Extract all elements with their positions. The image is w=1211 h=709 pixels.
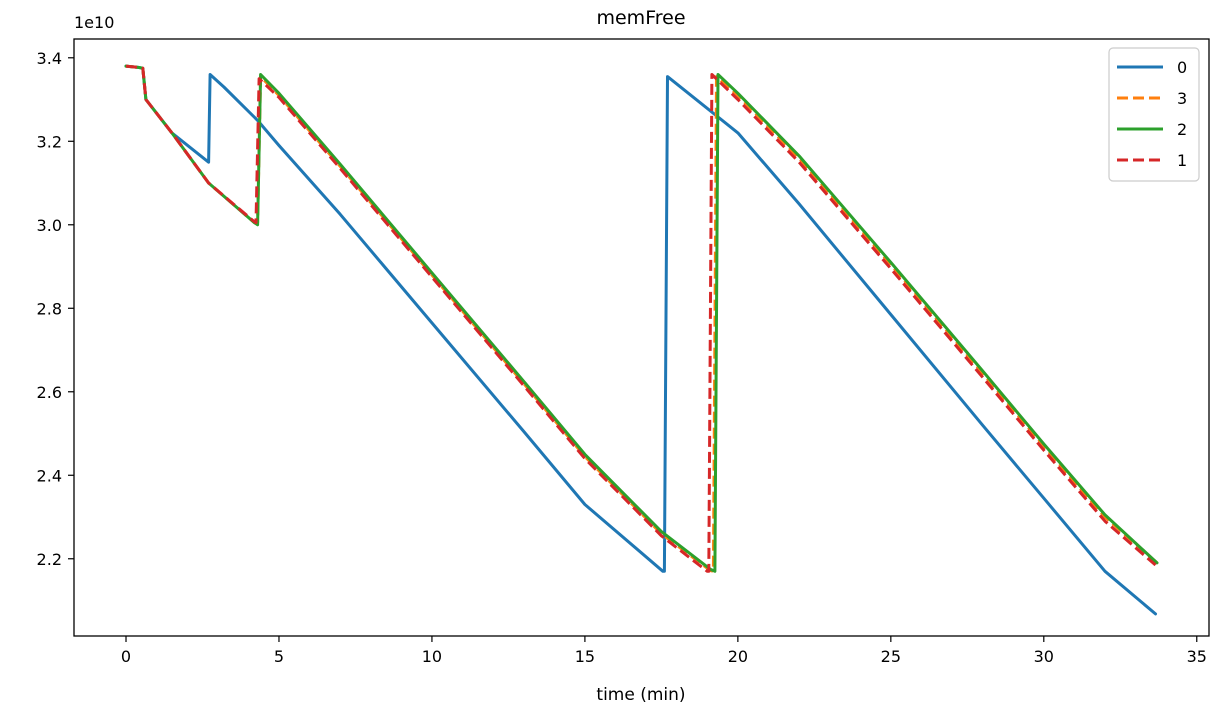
series-line-3 xyxy=(125,64,1158,573)
legend: 0 3 2 1 xyxy=(1108,47,1200,182)
plot-lines xyxy=(124,64,1159,616)
x-tick-label: 35 xyxy=(1187,647,1207,666)
y-offset-label: 1e10 xyxy=(74,13,114,32)
legend-label-2: 2 xyxy=(1177,120,1187,139)
series-line-1 xyxy=(125,64,1157,573)
y-tick-label: 3.4 xyxy=(37,49,62,68)
x-axis-label: time (min) xyxy=(596,685,685,705)
x-tick-label: 5 xyxy=(274,647,284,666)
x-tick-label: 15 xyxy=(575,647,595,666)
x-tick-label: 0 xyxy=(121,647,131,666)
x-tick-label: 10 xyxy=(422,647,442,666)
legend-label-0: 0 xyxy=(1177,58,1187,77)
y-tick-label: 2.4 xyxy=(37,466,62,485)
y-tick-label: 3.2 xyxy=(37,132,62,151)
y-tick-label: 3.0 xyxy=(37,216,62,235)
legend-box xyxy=(1108,47,1200,182)
series-line-0 xyxy=(124,64,1157,616)
legend-label-3: 3 xyxy=(1177,89,1187,108)
x-tick-label: 30 xyxy=(1034,647,1054,666)
y-tick-label: 2.6 xyxy=(37,383,62,402)
plot-frame xyxy=(73,38,1210,637)
x-ticks: 0 5 10 15 20 25 30 35 xyxy=(121,636,1207,666)
y-tick-label: 2.2 xyxy=(37,550,62,569)
x-tick-label: 25 xyxy=(881,647,901,666)
series-line-2 xyxy=(124,64,1159,573)
chart-title: memFree xyxy=(596,7,685,29)
y-tick-label: 2.8 xyxy=(37,299,62,318)
legend-label-1: 1 xyxy=(1177,151,1187,170)
x-tick-label: 20 xyxy=(728,647,748,666)
y-ticks: 2.2 2.4 2.6 2.8 3.0 3.2 3.4 xyxy=(37,49,74,569)
